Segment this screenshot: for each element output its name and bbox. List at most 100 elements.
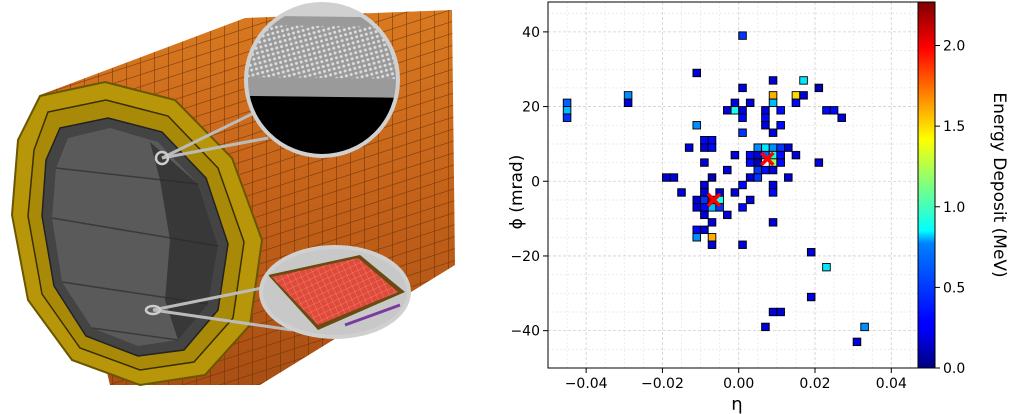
detector-barrel-illustration-icon — [10, 2, 455, 387]
y-tick-label: 0 — [531, 174, 540, 190]
heatmap-cell — [768, 143, 778, 152]
heatmap-cell — [669, 173, 679, 182]
heatmap-cell — [806, 248, 816, 257]
fiber-zoom-frame — [244, 2, 400, 158]
heatmap-cell — [692, 121, 702, 130]
heatmap-cell — [799, 76, 808, 85]
heatmap-cell — [761, 143, 770, 152]
heatmap-cell — [768, 307, 778, 317]
heatmap-cell — [723, 106, 732, 115]
x-tick-label: −0.02 — [641, 376, 684, 392]
colorbar-tick-label: 1.0 — [943, 200, 965, 216]
heatmap-cell — [837, 113, 846, 122]
y-tick-label: 40 — [522, 25, 540, 41]
heatmap-cell — [661, 173, 671, 182]
x-axis-ticks: −0.04 −0.02 0.00 0.02 0.04 — [565, 368, 907, 392]
heatmap-cell — [791, 150, 801, 160]
heatmap-cell — [745, 195, 755, 205]
heatmap-cell — [738, 203, 747, 212]
heatmap-cell — [700, 135, 709, 145]
heatmap-cell — [707, 173, 717, 182]
heatmap-cell — [738, 106, 747, 115]
y-tick-label: −20 — [510, 249, 540, 265]
heatmap-cell — [776, 143, 785, 152]
heatmap-cell — [684, 143, 694, 152]
heatmap-cell — [738, 128, 747, 137]
heatmap-cell — [738, 31, 747, 40]
heatmap-cell — [745, 158, 755, 167]
heatmap-cell — [814, 158, 824, 167]
x-tick-label: 0.04 — [876, 376, 907, 392]
heatmap-cell — [822, 106, 831, 115]
heatmap-cell — [723, 165, 732, 175]
heatmap-cell — [700, 225, 709, 235]
heatmap-cell — [745, 173, 755, 182]
maximum-markers — [706, 151, 775, 208]
heatmap-cell — [700, 158, 709, 167]
zoom-callout-anchor — [144, 304, 162, 316]
heatmap-cell — [745, 98, 755, 108]
heatmap-cell — [806, 292, 816, 302]
heatmap-cell — [692, 68, 702, 78]
heatmap-cell — [707, 240, 717, 249]
x-tick-label: 0.02 — [799, 376, 830, 392]
y-axis-label: ϕ (mrad) — [507, 155, 527, 230]
heatmap-cell — [677, 188, 686, 197]
heatmap-cell — [707, 135, 717, 145]
heatmap-cell — [768, 165, 778, 175]
heatmap-cell — [738, 83, 747, 93]
heatmap-cell — [791, 91, 801, 100]
colorbar-tick-label: 2.0 — [943, 39, 965, 55]
heatmap-cell — [776, 150, 785, 160]
heatmap-cell — [852, 337, 862, 347]
heatmap-cell — [692, 233, 702, 242]
zoom-callout-line — [161, 136, 269, 160]
sensor-zoom-icon — [261, 247, 409, 337]
colorbar-label: Energy Deposit (MeV) — [989, 92, 1009, 277]
colorbar-tick-label: 0.5 — [943, 280, 965, 296]
y-tick-label: 20 — [522, 100, 540, 116]
heatmap-cell — [738, 240, 747, 249]
heatmap-cell — [562, 106, 572, 115]
heatmap-cell — [791, 98, 801, 108]
heatmap-cell — [814, 83, 824, 93]
heatmap-cell — [707, 218, 717, 227]
colorbar — [917, 1, 936, 369]
heatmap-cell — [784, 143, 793, 152]
heatmap-cell — [723, 210, 732, 220]
zoom-callout-anchor — [154, 150, 170, 166]
bore-back-panel — [150, 142, 218, 340]
heatmap-cell — [829, 106, 839, 115]
heatmap-cell — [745, 150, 755, 160]
heatmap-cell — [700, 143, 709, 152]
heatmap-cell — [623, 91, 633, 100]
heatmap-cell — [730, 106, 740, 115]
sensor-zoom-frame — [259, 245, 411, 339]
heatmap-cell — [753, 143, 763, 152]
heatmap-cell — [768, 98, 778, 108]
heatmap-cell — [753, 158, 763, 167]
heatmap-cell — [768, 188, 778, 197]
heatmap-cell — [761, 121, 770, 130]
heatmap-cell — [784, 173, 793, 182]
heatmap-cell — [700, 195, 709, 205]
zoom-callout-line — [152, 308, 293, 332]
colorbar-ticks: 0.0 0.5 1.0 1.5 2.0 — [935, 39, 965, 377]
heatmap-cell — [768, 128, 778, 137]
heatmap-cell — [761, 106, 770, 115]
heatmap-cell — [730, 188, 740, 197]
heatmap-cell — [822, 262, 831, 272]
colorbar-tick-label: 0.0 — [943, 361, 965, 377]
heatmap-cell — [623, 98, 633, 108]
heatmap-cell — [776, 121, 785, 130]
heatmap-cell — [761, 165, 770, 175]
heatmap-cell — [692, 203, 702, 212]
x-axis-label: η — [731, 394, 742, 414]
heatmap-cell — [562, 113, 572, 122]
heatmap-cell — [738, 180, 747, 190]
zoom-callout-line — [152, 286, 263, 312]
heatmap-cell — [730, 98, 740, 108]
y-tick-label: −40 — [510, 324, 540, 340]
heatmap-cell — [860, 322, 869, 332]
